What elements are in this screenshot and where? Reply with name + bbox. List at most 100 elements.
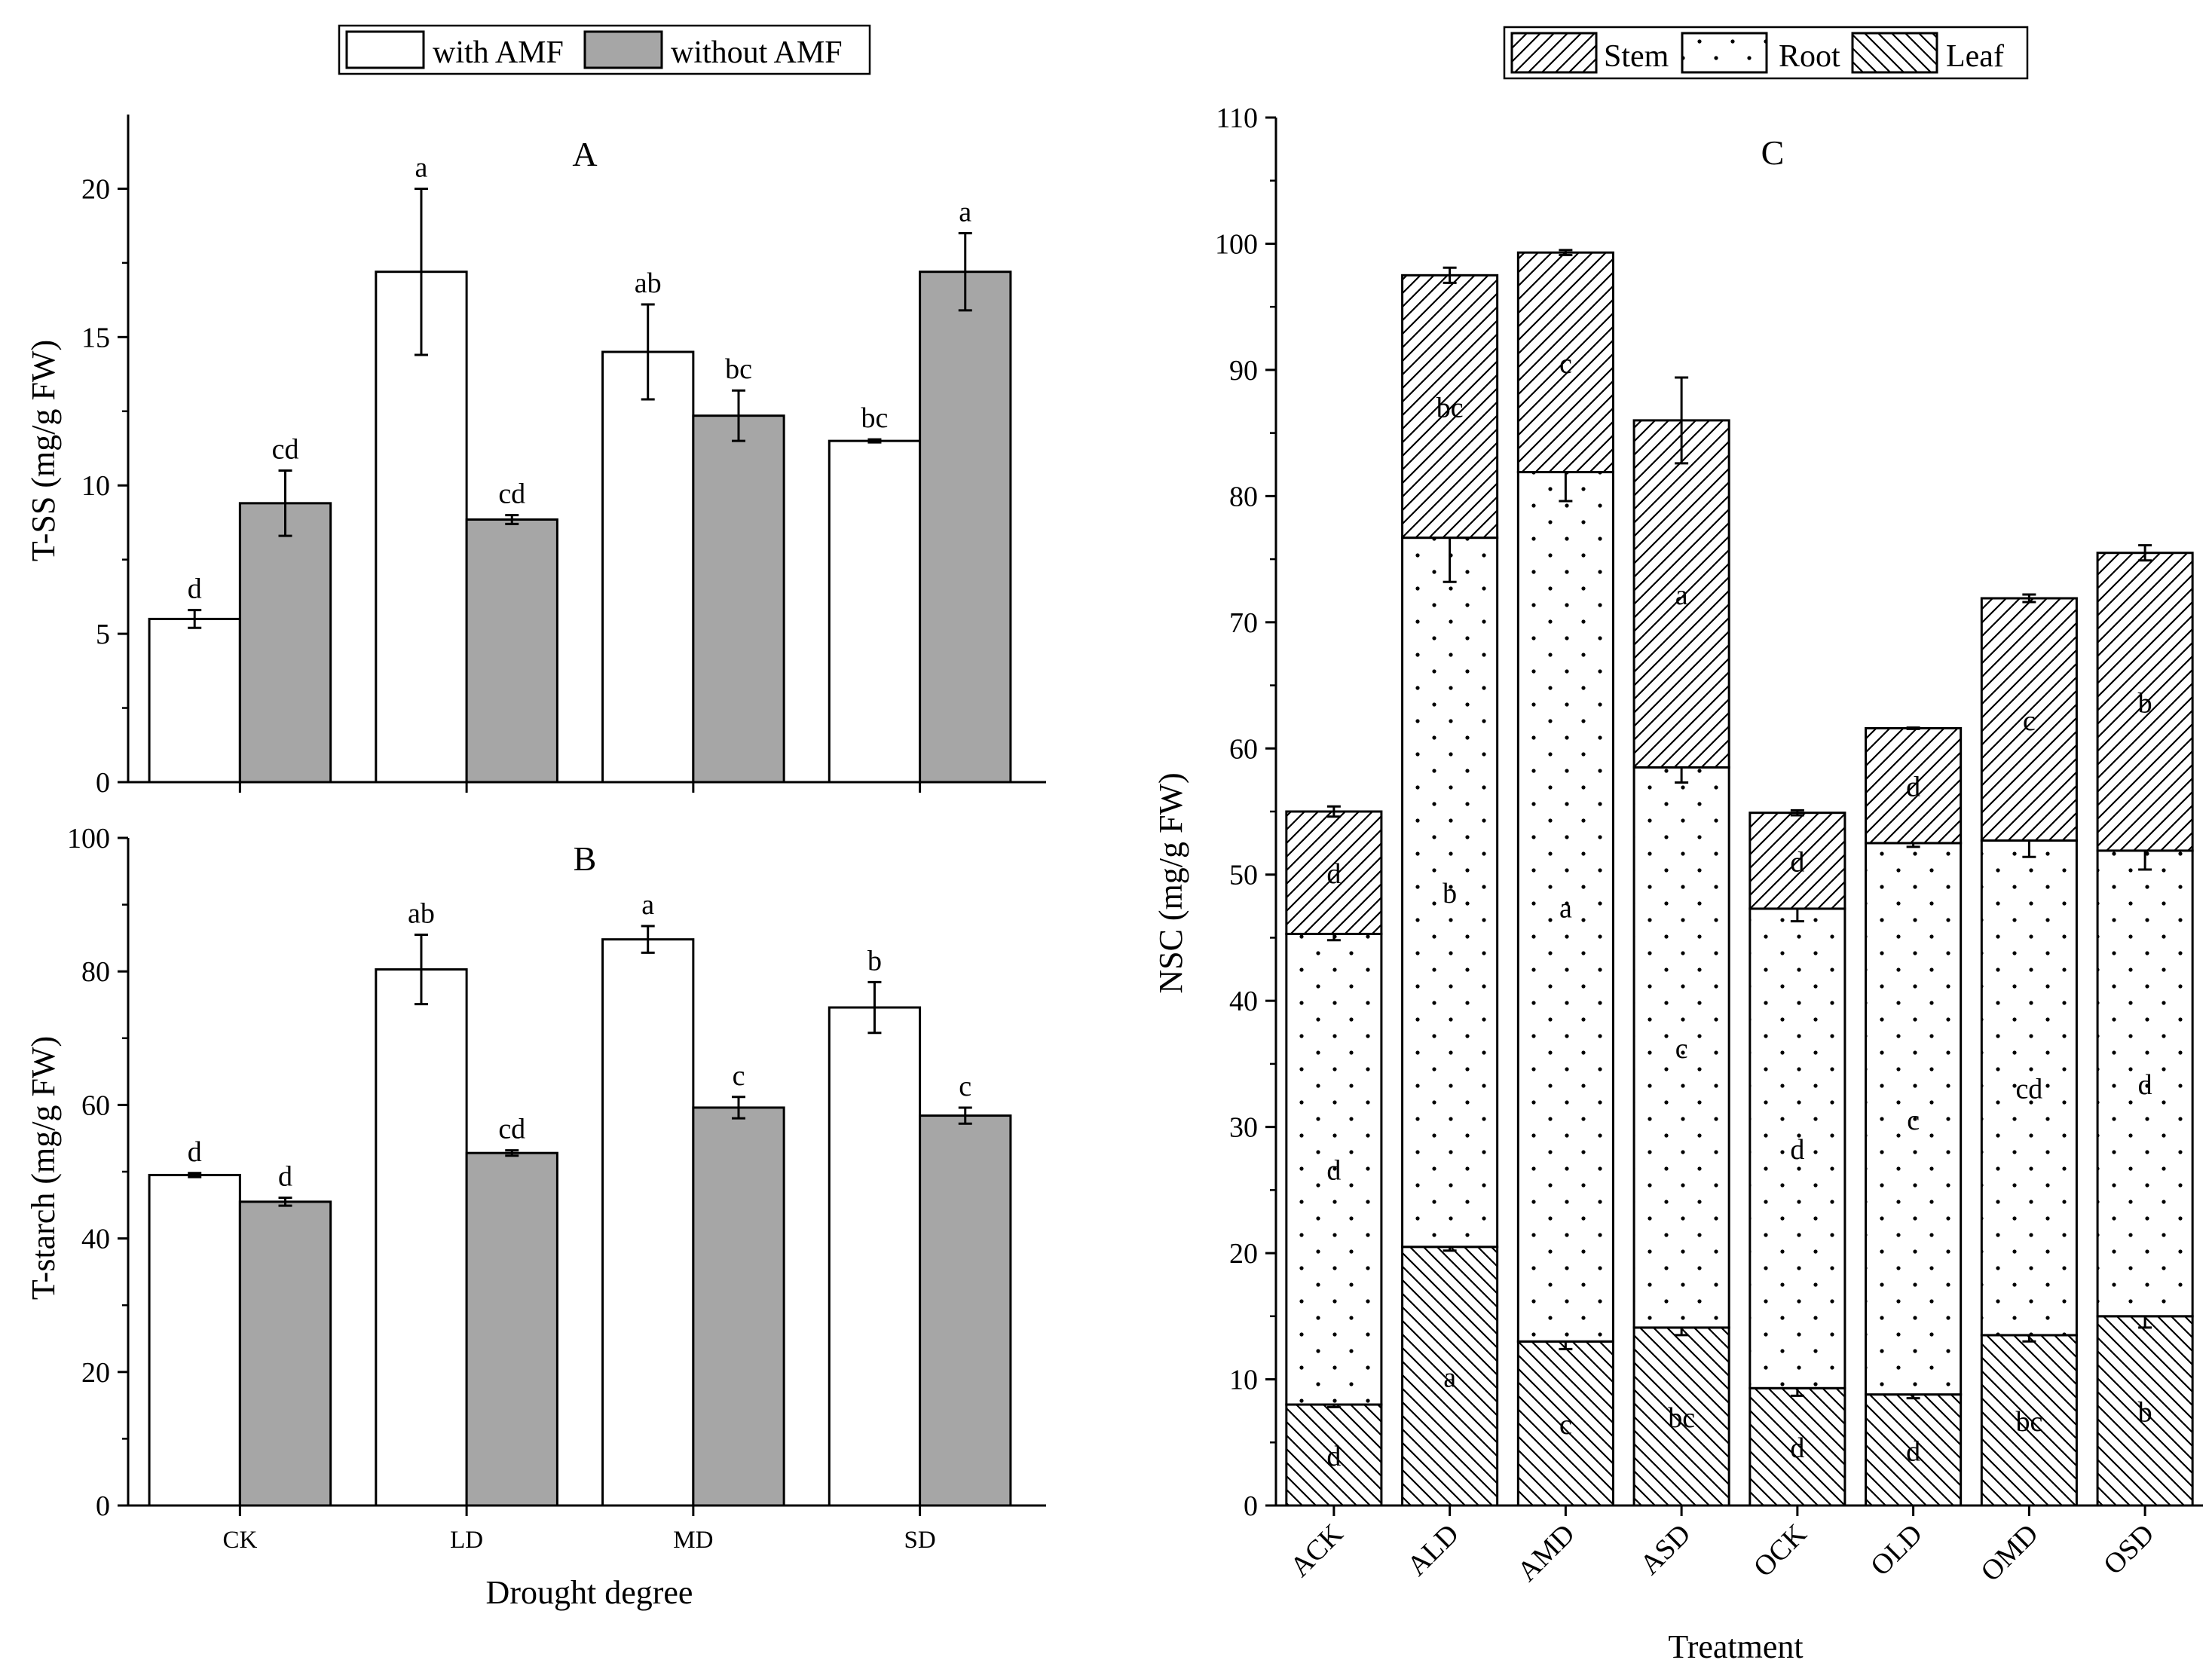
panel-a-error-bar [278, 469, 292, 537]
panel-b-significance-label: d [278, 1161, 292, 1193]
chart-panel-a: A T-SS (mg/g FW) 0 5 10 15 20 d cd a cd ab bc bc a [25, 115, 1046, 799]
panel-a-significance-label: d [188, 573, 202, 605]
panel-a-bar [828, 439, 922, 784]
panel-c-y-tick-label: 80 [1229, 481, 1258, 512]
panel-b-bar [375, 968, 468, 1507]
panel-c-error-bar [1906, 726, 1920, 730]
panel-a-significance-label: a [415, 151, 428, 183]
panel-b-significance-label: b [867, 945, 882, 977]
panel-b-x-tick-label: SD [904, 1527, 935, 1554]
panel-b-y-tick-label: 100 [67, 823, 110, 854]
panel-b-significance-label: ab [408, 897, 435, 929]
panel-c-y-tick-label: 70 [1229, 607, 1258, 639]
panel-b-significance-label: c [959, 1071, 971, 1102]
panel-c-bar-segment [1980, 1334, 2078, 1507]
panel-b-bar [692, 1106, 785, 1507]
panel-a-error-bar [414, 187, 428, 356]
panel-c-y-axis-title: NSC (mg/g FW) [1152, 772, 1189, 993]
panel-c-y-tick-label: 100 [1215, 228, 1258, 260]
panel-b-y-tick-label: 20 [81, 1357, 110, 1389]
panel-a-error-bar [867, 438, 882, 444]
panel-c-bar-segment [1285, 810, 1383, 935]
panel-b-bar [919, 1114, 1012, 1507]
panel-a-bar [919, 271, 1012, 784]
panel-a-error-bar [732, 389, 745, 442]
panel-c-significance-label: bc [2015, 1406, 2042, 1438]
panel-b-y-tick-label: 40 [81, 1224, 110, 1255]
panel-c-x-tick-label: AMD [1511, 1518, 1580, 1588]
panel-c-bar-segment [1516, 471, 1614, 1343]
panel-c-x-tick-label: ASD [1634, 1518, 1696, 1581]
panel-b-error-bar [188, 1172, 202, 1178]
legend-swatch-without-amf [583, 30, 663, 69]
panel-c-bar-segment [1285, 932, 1383, 1406]
panel-a-bar [692, 414, 785, 784]
panel-c-significance-label: c [1559, 348, 1572, 380]
panel-c-x-tick-label: OLD [1865, 1518, 1929, 1582]
panel-a-error-bar [958, 232, 972, 312]
panel-c-significance-label: c [1559, 1409, 1572, 1441]
panel-a-y-tick-label: 20 [81, 173, 110, 205]
legend-label-stem: Stem [1604, 39, 1669, 74]
panel-b-error-bar [732, 1096, 745, 1120]
panel-c-y-tick-label: 40 [1229, 986, 1258, 1017]
panel-c-significance-label: b [2138, 687, 2152, 719]
chart-panel-b: B T-starch (mg/g FW) Drought degree 0 20 4… [25, 823, 1046, 1611]
panel-c-bar-segment [1865, 726, 1963, 845]
panel-a-error-bar [505, 514, 519, 525]
panel-b-bar [238, 1200, 332, 1507]
panel-c-bar-segment [1865, 1393, 1963, 1507]
panel-c-bar-segment [2096, 1315, 2194, 1507]
panel-c-significance-label: bc [1436, 392, 1464, 423]
panel-c-bar-segment [1748, 812, 1846, 910]
panel-b-y-tick-label: 60 [81, 1090, 110, 1121]
panel-a-significance-label: a [959, 197, 971, 228]
panel-c-significance-label: a [1443, 1362, 1456, 1393]
panel-c-significance-label: a [1559, 892, 1572, 924]
legend-swatch-with-amf [345, 30, 425, 69]
panel-c-significance-label: d [1790, 1432, 1804, 1464]
panel-b-error-bar [867, 980, 882, 1035]
panel-a-significance-label: bc [861, 402, 889, 434]
panel-a-y-tick-label: 0 [96, 767, 110, 799]
panel-c-significance-label: d [1906, 772, 1920, 803]
panel-c-bar-segment [1748, 907, 1846, 1389]
panel-c-error-bar [1675, 376, 1689, 465]
panel-a-y-tick-label: 5 [96, 619, 110, 650]
panel-c-significance-label: d [1906, 1435, 1920, 1467]
panel-a-bar [601, 350, 695, 784]
panel-b-significance-label: cd [498, 1114, 525, 1145]
panel-c-y-tick-label: 50 [1229, 860, 1258, 891]
panel-c-y-tick-label: 90 [1229, 355, 1258, 387]
panel-c-bar-segment [2096, 552, 2194, 852]
panel-c-x-axis-title: Treatment [1668, 1628, 1803, 1665]
panel-c-significance-label: d [1326, 858, 1341, 890]
panel-c-bar-segment [1401, 536, 1499, 1249]
panel-c-significance-label: c [1675, 1033, 1688, 1065]
panel-c-x-tick-label: OSD [2097, 1518, 2160, 1581]
panel-a-significance-label: cd [272, 434, 299, 466]
panel-a-y-tick-label: 10 [81, 470, 110, 502]
panel-a-significance-label: bc [725, 353, 752, 385]
panel-b-x-axis-title: Drought degree [486, 1574, 693, 1611]
panel-c-y-tick-label: 10 [1229, 1365, 1258, 1396]
panel-b-bar [601, 938, 695, 1507]
panel-a-error-bar [641, 303, 655, 401]
panel-c-significance-label: b [1443, 878, 1457, 909]
panel-a-y-axis-title: T-SS (mg/g FW) [25, 340, 62, 561]
panel-c-bar-segment [1748, 1386, 1846, 1507]
panel-c-label: C [1761, 133, 1785, 172]
panel-a-bar [148, 617, 241, 784]
panel-c-y-tick-label: 110 [1216, 102, 1258, 134]
panel-c-error-bar [1443, 266, 1457, 284]
legend-label-root: Root [1779, 39, 1840, 74]
panel-c-y-tick-label: 30 [1229, 1112, 1258, 1144]
panel-c-significance-label: cd [2015, 1074, 2042, 1105]
panel-b-bar [148, 1173, 241, 1507]
panel-a-label: A [572, 135, 597, 173]
panel-c-x-tick-label: OMD [1975, 1518, 2044, 1588]
panel-b-bar [828, 1006, 922, 1507]
legend-label-with-amf: with AMF [433, 35, 564, 70]
panel-c-significance-label: d [1790, 846, 1804, 878]
panel-b-error-bar [414, 933, 428, 1006]
